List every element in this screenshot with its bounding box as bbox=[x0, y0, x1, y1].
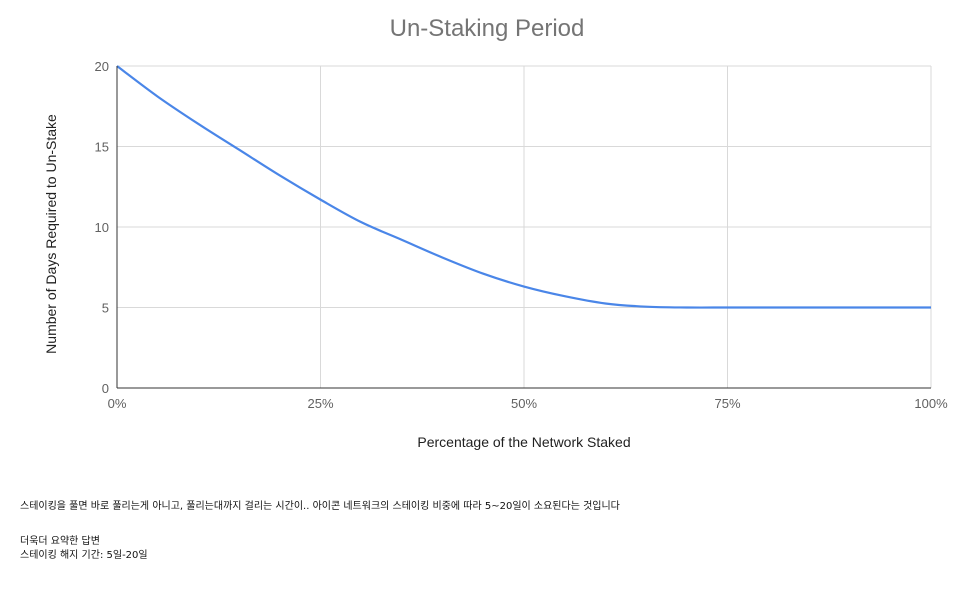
summary-text: 스테이킹 해지 기간: 5일-20일 bbox=[20, 550, 148, 561]
y-tick-label: 10 bbox=[95, 220, 109, 235]
un-staking-chart: Un-Staking Period 0% 25% 50% 75% 100% 0 5 10 15 2… bbox=[43, 15, 949, 450]
answer-text: 스테이킹을 풀면 바로 풀리는게 아니고, 풀리는대까지 걸리는 시간이.. 아… bbox=[20, 501, 620, 512]
series-line bbox=[116, 65, 931, 309]
y-axis-title: Number of Days Required to Un-Stake bbox=[43, 114, 59, 354]
axes bbox=[116, 66, 931, 389]
x-axis-title: Percentage of the Network Staked bbox=[417, 434, 630, 450]
summary-heading: 더욱더 요약한 답변 bbox=[20, 536, 100, 547]
tick-labels: 0% 25% 50% 75% 100% 0 5 10 15 20 bbox=[95, 59, 949, 411]
y-tick-label: 20 bbox=[95, 59, 109, 74]
post-text: 스테이킹을 풀면 바로 풀리는게 아니고, 풀리는대까지 걸리는 시간이.. 아… bbox=[20, 500, 620, 563]
y-tick-label: 0 bbox=[102, 381, 109, 396]
x-tick-label: 50% bbox=[511, 396, 537, 411]
y-tick-label: 5 bbox=[102, 301, 109, 316]
series-layer bbox=[116, 65, 931, 309]
x-tick-label: 100% bbox=[914, 396, 948, 411]
y-tick-label: 15 bbox=[95, 140, 109, 155]
x-tick-label: 75% bbox=[714, 396, 740, 411]
gridlines bbox=[117, 65, 932, 388]
x-tick-label: 0% bbox=[108, 396, 127, 411]
x-tick-label: 25% bbox=[307, 396, 333, 411]
chart-title: Un-Staking Period bbox=[390, 15, 585, 42]
